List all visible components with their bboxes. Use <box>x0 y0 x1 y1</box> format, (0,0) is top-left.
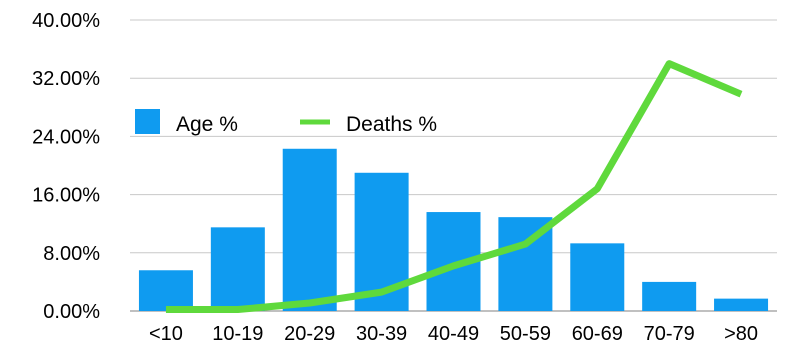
y-tick-label: 24.00% <box>32 126 100 148</box>
bar-age-0 <box>138 270 193 311</box>
y-tick-label: 40.00% <box>32 10 100 32</box>
x-tick-label: 40-49 <box>428 323 479 345</box>
bar-age-2 <box>282 148 337 311</box>
y-axis-tick-labels: 0.00% 8.00% 16.00% 24.00% 32.00% 40.00% <box>32 10 100 323</box>
x-axis-tick-labels: <10 10-19 20-29 30-39 40-49 50-59 60-69 70-79 >8… <box>149 323 758 345</box>
y-tick-label: 16.00% <box>32 185 100 207</box>
bar-age-6 <box>570 243 625 311</box>
x-tick-label: 60-69 <box>572 323 623 345</box>
x-tick-label: 50-59 <box>500 323 551 345</box>
bar-age-7 <box>642 281 697 311</box>
age-bars <box>138 148 769 311</box>
x-tick-label: <10 <box>149 323 183 345</box>
bar-age-8 <box>714 298 769 311</box>
y-tick-label: 8.00% <box>43 243 100 265</box>
y-tick-label: 0.00% <box>43 301 100 323</box>
deaths-line <box>165 60 743 314</box>
x-tick-label: >80 <box>724 323 758 345</box>
legend-swatch-age <box>135 109 160 134</box>
x-tick-label: 30-39 <box>356 323 407 345</box>
legend-label-deaths: Deaths % <box>346 113 437 136</box>
legend-label-age: Age % <box>176 113 238 136</box>
legend: Age % Deaths % <box>135 109 437 136</box>
bar-age-1 <box>210 227 265 311</box>
x-tick-label: 20-29 <box>284 323 335 345</box>
line-deaths <box>165 60 743 314</box>
y-tick-label: 32.00% <box>32 68 100 90</box>
x-tick-label: 10-19 <box>212 323 263 345</box>
x-tick-label: 70-79 <box>644 323 695 345</box>
